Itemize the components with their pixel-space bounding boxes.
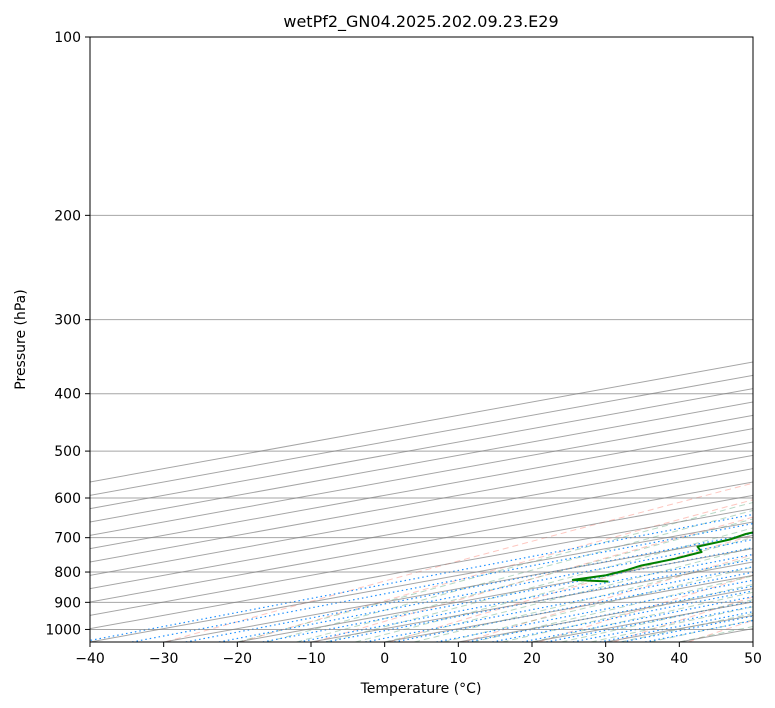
moist-adiabat: [296, 518, 753, 642]
mixing-ratio-line: [645, 619, 753, 642]
mixing-ratio-line: [299, 553, 753, 642]
isotherm-line: [90, 428, 753, 550]
mixing-ratio-line: [522, 596, 753, 642]
isotherm-line: [605, 614, 753, 642]
isotherm-line: [163, 534, 753, 642]
isotherm-line: [90, 508, 753, 630]
mixing-ratio-line: [325, 558, 753, 642]
dry-adiabat: [463, 554, 753, 642]
y-tick-label: 700: [54, 531, 81, 547]
moist-adiabat: [561, 599, 753, 642]
y-tick-label: 200: [54, 208, 81, 224]
isotherm-line: [752, 641, 753, 642]
x-tick-label: 30: [597, 651, 615, 667]
isotherm-line: [90, 441, 753, 563]
isotherm-line: [90, 468, 753, 590]
isotherm-line: [90, 494, 753, 616]
chart-title: wetPf2_GN04.2025.202.09.23.E29: [283, 12, 558, 32]
dry-adiabat: [165, 482, 753, 642]
x-tick-label: −20: [223, 651, 253, 667]
grid-lines: [90, 37, 753, 642]
moist-adiabat: [649, 619, 753, 642]
x-tick-label: 20: [523, 651, 541, 667]
isotherm-line: [90, 521, 753, 642]
isotherm-line: [90, 481, 753, 603]
y-tick-label: 400: [54, 387, 81, 403]
y-tick-label: 300: [54, 313, 81, 329]
isotherm-line: [310, 561, 753, 642]
isotherm-line: [679, 628, 753, 642]
x-tick-label: 10: [449, 651, 467, 667]
y-tick-label: 600: [54, 491, 81, 507]
mixing-ratio-line: [436, 579, 753, 642]
mixing-ratio-line: [365, 566, 753, 642]
moist-adiabat: [384, 546, 753, 642]
y-tick-label: 900: [54, 595, 81, 611]
moist-adiabat: [237, 501, 753, 642]
reference-lines: [90, 37, 775, 642]
dry-adiabat: [314, 516, 753, 642]
moist-adiabat: [502, 583, 753, 642]
x-tick-label: −10: [296, 651, 326, 667]
x-tick-label: −30: [149, 651, 179, 667]
y-tick-label: 500: [54, 444, 81, 460]
x-tick-label: −40: [75, 651, 105, 667]
moist-adiabat: [531, 591, 753, 642]
y-axis-label: Pressure (hPa): [13, 289, 29, 389]
dewpoint-line: [571, 531, 753, 583]
x-tick-label: 50: [744, 651, 762, 667]
dry-adiabat: [763, 37, 775, 642]
y-tick-label: 800: [54, 565, 81, 581]
sounding-series: [571, 531, 753, 583]
mixing-ratio-line: [572, 605, 753, 642]
x-tick-label: 40: [670, 651, 688, 667]
dry-adiabat: [538, 574, 753, 642]
moist-adiabat: [443, 566, 753, 642]
isotherm-line: [458, 588, 753, 642]
y-tick-label: 1000: [45, 622, 81, 638]
dry-adiabat: [613, 596, 753, 642]
moist-adiabat: [679, 625, 753, 642]
moist-adiabat: [266, 509, 753, 642]
isotherm-line: [237, 548, 753, 642]
moist-adiabat: [472, 575, 753, 642]
dry-adiabat: [239, 499, 753, 642]
x-axis: −40 −30 −20 −10 0 10 20 30 40 50: [75, 642, 762, 667]
isotherm-line: [90, 454, 753, 576]
dry-adiabat: [389, 534, 753, 642]
y-tick-label: 100: [54, 30, 81, 46]
moist-adiabat: [590, 606, 753, 642]
mixing-ratio-line: [185, 532, 753, 642]
x-tick-label: 0: [380, 651, 389, 667]
mixing-ratio-line: [90, 513, 753, 642]
mixing-ratio-line: [492, 590, 753, 642]
y-axis: 100 200 300 400 500 600 700 800 900 1000: [45, 30, 90, 638]
mixing-ratio-line: [131, 522, 753, 642]
x-axis-label: Temperature (°C): [360, 681, 482, 697]
plot-frame: [89, 36, 754, 643]
